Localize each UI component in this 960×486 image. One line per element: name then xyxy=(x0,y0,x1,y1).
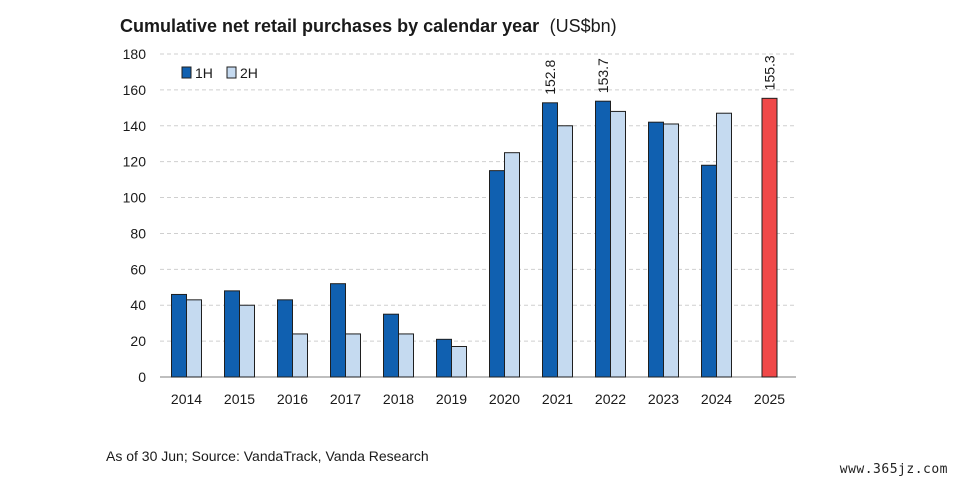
y-tick-label: 20 xyxy=(130,333,146,349)
x-tick-label: 2018 xyxy=(383,391,414,407)
y-tick-label: 180 xyxy=(123,46,147,62)
x-tick-label: 2024 xyxy=(701,391,732,407)
x-tick-label: 2022 xyxy=(595,391,626,407)
bar-2h-2016 xyxy=(292,333,308,378)
bar-1h-2017 xyxy=(330,283,346,378)
bar-1h-2025 xyxy=(761,97,778,378)
x-tick-label: 2015 xyxy=(224,391,255,407)
legend: 1H 2H xyxy=(181,65,258,81)
bar-2h-2024 xyxy=(716,112,732,378)
legend-swatch-2h xyxy=(226,66,237,79)
legend-swatch-1h xyxy=(181,66,192,79)
data-label-2021: 152.8 xyxy=(542,60,558,95)
y-tick-label: 60 xyxy=(130,261,146,277)
grid-lines xyxy=(160,53,796,342)
chart-title: Cumulative net retail purchases by calen… xyxy=(120,16,617,36)
data-label-2022: 153.7 xyxy=(595,58,611,93)
bar-1h-2019 xyxy=(436,338,452,378)
chart-title-main: Cumulative net retail purchases by calen… xyxy=(120,16,539,36)
bar-1h-2023 xyxy=(648,121,664,378)
bar-2h-2014 xyxy=(186,299,202,378)
data-labels: 152.8 153.7 155.3 xyxy=(542,55,778,95)
bar-1h-2022 xyxy=(595,100,611,378)
axes: 0 20 40 60 80 100 120 140 160 180 2014 2015 2016 2017… xyxy=(123,46,796,407)
x-tick-label: 2023 xyxy=(648,391,679,407)
bar-1h-2016 xyxy=(277,299,293,378)
bar-1h-2018 xyxy=(383,313,399,378)
bar-2h-2018 xyxy=(398,333,414,378)
x-tick-label: 2020 xyxy=(489,391,520,407)
bar-1h-2021 xyxy=(542,102,558,378)
legend-label-2h: 2H xyxy=(240,65,258,81)
y-tick-label: 40 xyxy=(130,297,146,313)
bar-2h-2015 xyxy=(239,304,255,378)
bar-2h-2023 xyxy=(663,123,679,378)
y-tick-label: 100 xyxy=(123,190,147,206)
y-tick-label: 120 xyxy=(123,154,147,170)
bar-1h-2024 xyxy=(701,164,717,378)
bar-2h-2019 xyxy=(451,345,467,378)
chart-title-unit: (US$bn) xyxy=(550,16,617,36)
x-tick-label: 2025 xyxy=(754,391,785,407)
legend-label-1h: 1H xyxy=(195,65,213,81)
y-tick-label: 160 xyxy=(123,82,147,98)
x-tick-label: 2021 xyxy=(542,391,573,407)
source-note: As of 30 Jun; Source: VandaTrack, Vanda … xyxy=(106,448,429,464)
bar-2h-2020 xyxy=(504,152,520,378)
watermark: www.365jz.com xyxy=(839,462,948,477)
x-tick-label: 2019 xyxy=(436,391,467,407)
x-tick-label: 2014 xyxy=(171,391,202,407)
bar-1h-2014 xyxy=(171,293,187,378)
y-tick-label: 0 xyxy=(138,369,146,385)
bars xyxy=(171,97,778,378)
bar-2h-2021 xyxy=(557,125,573,378)
bar-2h-2017 xyxy=(345,333,361,378)
y-tick-label: 80 xyxy=(130,225,146,241)
data-label-2025: 155.3 xyxy=(762,55,778,90)
x-tick-label: 2017 xyxy=(330,391,361,407)
y-tick-label: 140 xyxy=(123,118,147,134)
bar-1h-2020 xyxy=(489,170,505,378)
bar-1h-2015 xyxy=(224,290,240,378)
x-tick-label: 2016 xyxy=(277,391,308,407)
bar-2h-2022 xyxy=(610,110,626,378)
